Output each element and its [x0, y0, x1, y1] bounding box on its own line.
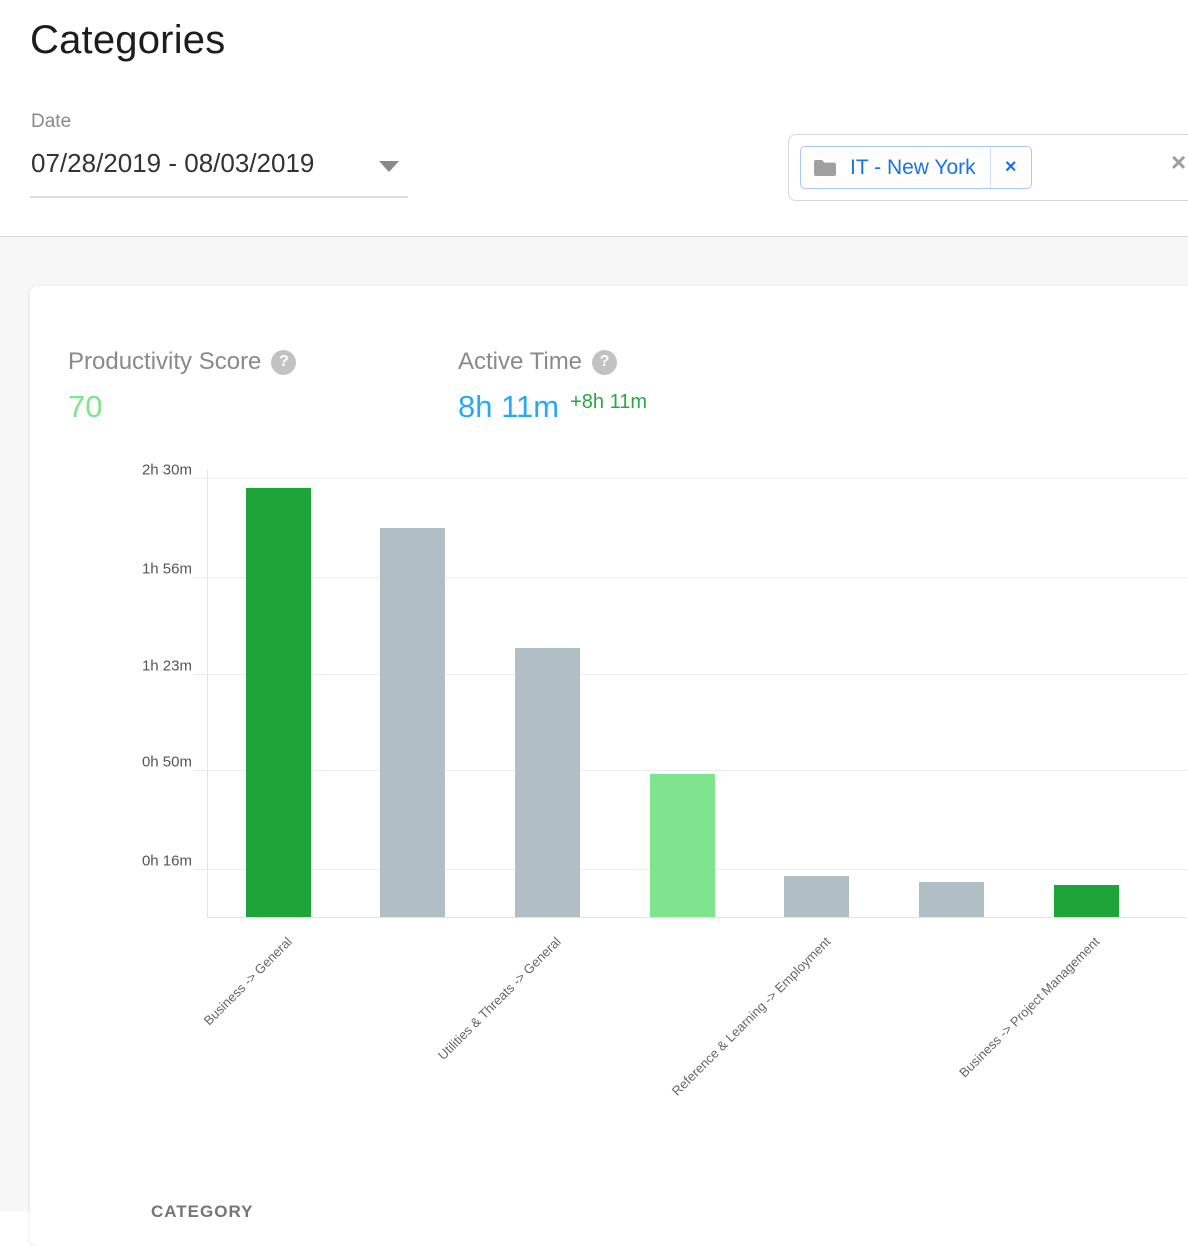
- y-axis-tick-label: 0h 50m: [141, 753, 192, 771]
- y-axis-tick-label: 1h 23m: [141, 657, 192, 675]
- active-time-value: 8h 11m: [458, 389, 560, 424]
- active-time-label: Active Time: [458, 348, 583, 375]
- chart-bar[interactable]: [1053, 884, 1119, 917]
- chevron-down-icon: [379, 161, 399, 172]
- category-column-header[interactable]: CATEGORY: [151, 1202, 254, 1221]
- folder-icon: [814, 159, 836, 176]
- chart-bar[interactable]: [919, 881, 984, 917]
- active-time-metric: Active Time ? 8h 11m +8h 11m: [458, 348, 647, 425]
- y-axis-tick-label: 2h 30m: [141, 461, 192, 479]
- chip-remove-button[interactable]: ×: [1004, 156, 1017, 178]
- x-axis-category-label: Business -> General: [200, 934, 295, 1029]
- categories-card: Productivity Score ? 70 Active Time ? 8h…: [30, 286, 1188, 1246]
- bar-chart-plot: 0h 16m 0h 50m 1h 23m 1h 56m 2h 30m Business -…: [142, 461, 1186, 1099]
- gridline: [193, 477, 1186, 479]
- chart-bar[interactable]: [380, 528, 446, 917]
- group-filter-chip[interactable]: IT - New York ×: [800, 146, 1032, 189]
- y-axis-tick-label: 1h 56m: [141, 560, 192, 578]
- chart-bar[interactable]: [245, 487, 311, 917]
- active-time-delta: +8h 11m: [570, 391, 648, 413]
- group-filter-chip-label: IT - New York: [850, 155, 976, 179]
- productivity-score-metric: Productivity Score ? 70: [68, 348, 297, 425]
- x-axis-category-label: Utilities & Threats -> General: [435, 934, 564, 1063]
- date-filter-label: Date: [31, 111, 72, 132]
- date-range-select[interactable]: 07/28/2019 - 08/03/2019: [30, 142, 408, 198]
- help-icon[interactable]: ?: [271, 349, 297, 375]
- help-icon[interactable]: ?: [592, 349, 618, 375]
- y-axis-tick-label: 0h 16m: [141, 852, 192, 870]
- x-axis-category-label: Business -> Project Management: [956, 934, 1103, 1081]
- productivity-score-label: Productivity Score: [68, 348, 262, 375]
- gridline: [193, 577, 1186, 579]
- clear-filters-button[interactable]: ×: [1171, 147, 1187, 177]
- gridline: [193, 673, 1186, 675]
- header-divider: [0, 236, 1188, 237]
- gridline: [193, 769, 1186, 771]
- group-filter-input[interactable]: IT - New York × ×: [788, 134, 1188, 201]
- chart-bar[interactable]: [514, 648, 580, 917]
- x-axis-category-label: Reference & Learning -> Employment: [668, 934, 834, 1099]
- page-title: Categories: [30, 18, 226, 62]
- chip-divider: [989, 147, 991, 188]
- productivity-score-value: 70: [68, 389, 103, 424]
- date-range-value: 07/28/2019 - 08/03/2019: [31, 148, 315, 178]
- chart-bar[interactable]: [649, 773, 715, 917]
- chart-bar[interactable]: [784, 876, 850, 917]
